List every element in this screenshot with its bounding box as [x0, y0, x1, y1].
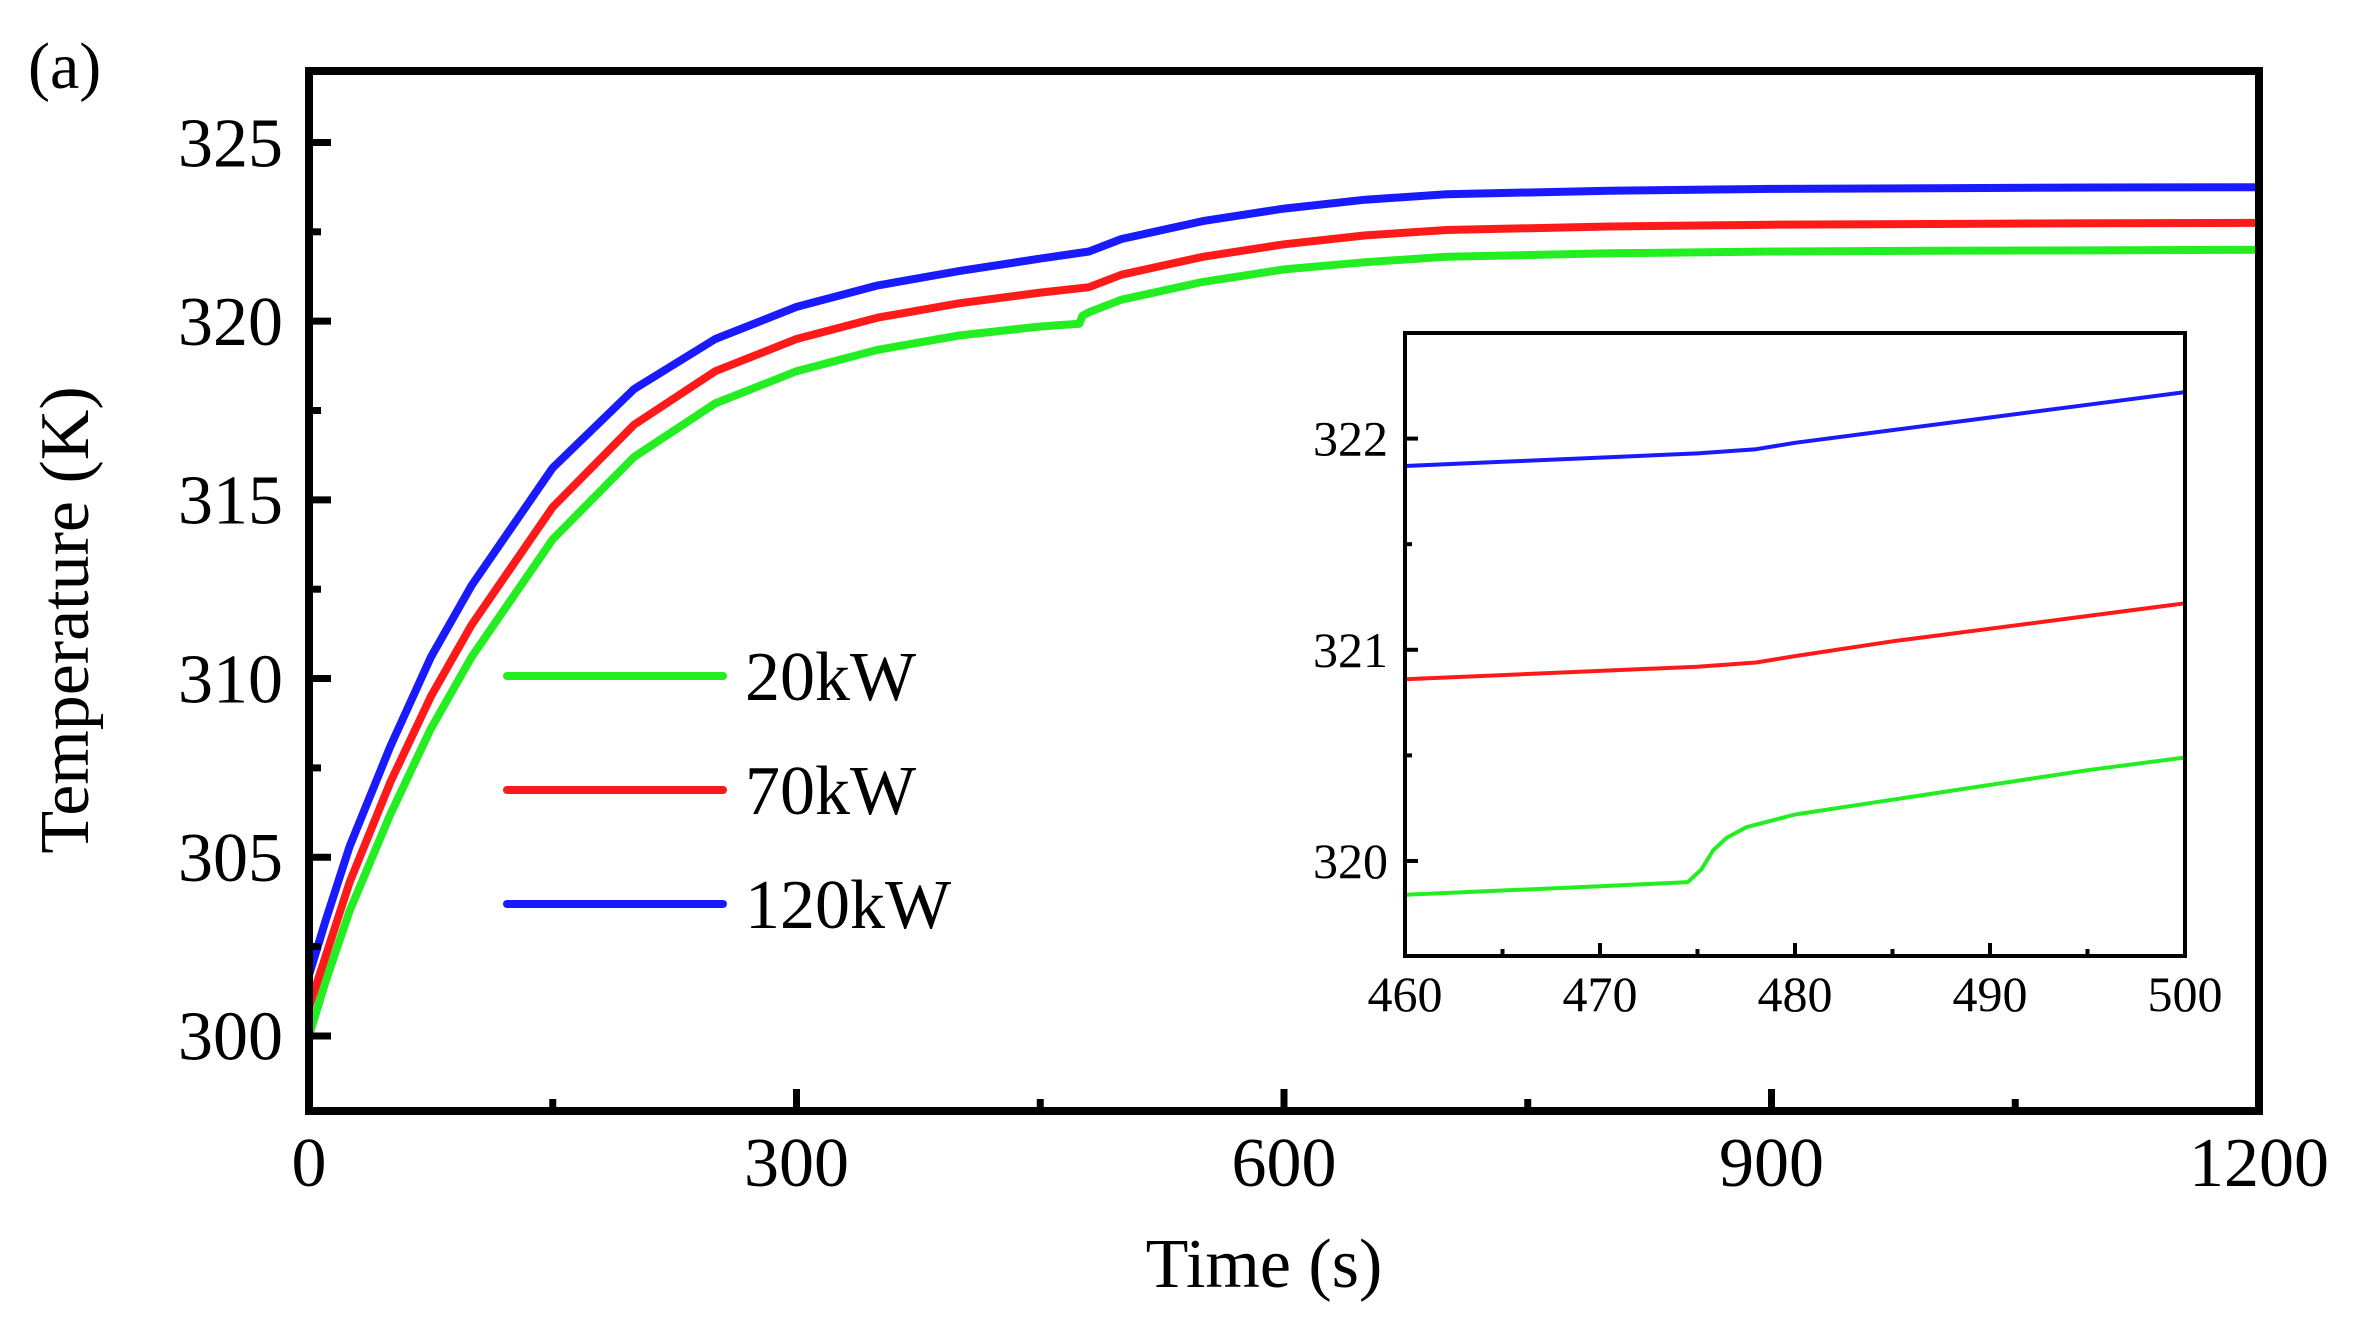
legend: 20kW 70kW 120kW: [503, 639, 951, 944]
inset-x-tick-label: 460: [1368, 966, 1443, 1022]
x-tick-label: 1200: [2189, 1125, 2329, 1202]
inset-x-tick-label: 480: [1758, 966, 1833, 1022]
series-line-70kw: [305, 218, 2263, 1012]
inset-background: [1405, 333, 2185, 956]
inset-plot: 460 470 480 490 500 320 321 322: [1313, 331, 2223, 1022]
inset-y-tick-label: 321: [1313, 622, 1388, 678]
inset-x-tick-label: 500: [2148, 966, 2223, 1022]
y-tick-label: 325: [178, 105, 283, 182]
inset-x-tick-label: 490: [1953, 966, 2028, 1022]
inset-y-tick-label: 322: [1313, 411, 1388, 467]
inset-series-line-20kw: [1403, 755, 2187, 897]
y-tick-label: 315: [178, 463, 283, 540]
legend-label-20kw: 20kW: [745, 639, 916, 716]
series-line-20kw: [305, 245, 2263, 1040]
panel-label: (a): [28, 30, 101, 103]
y-tick-label: 300: [178, 999, 283, 1076]
inset-y-tick-label: 320: [1313, 833, 1388, 889]
legend-label-70kw: 70kW: [745, 753, 916, 830]
y-tick-label: 310: [178, 641, 283, 718]
inset-plot-frame: [1403, 331, 2187, 958]
x-tick-label: 600: [1232, 1125, 1337, 1202]
y-tick-label: 305: [178, 820, 283, 897]
x-axis-label: Time (s): [1146, 1226, 1383, 1303]
inset-series-line-120kw: [1403, 390, 2187, 468]
series-line-120kw: [305, 183, 2263, 980]
y-tick-label: 320: [178, 284, 283, 361]
y-axis-label: Temperature (K): [27, 386, 104, 853]
main-plot-frame: [305, 67, 2263, 1115]
inset-series-line-70kw: [1403, 601, 2187, 682]
inset-x-tick-label: 470: [1563, 966, 1638, 1022]
x-tick-label: 0: [292, 1125, 327, 1202]
x-tick-label: 300: [744, 1125, 849, 1202]
legend-label-120kw: 120kW: [745, 867, 951, 944]
x-tick-label: 900: [1719, 1125, 1824, 1202]
